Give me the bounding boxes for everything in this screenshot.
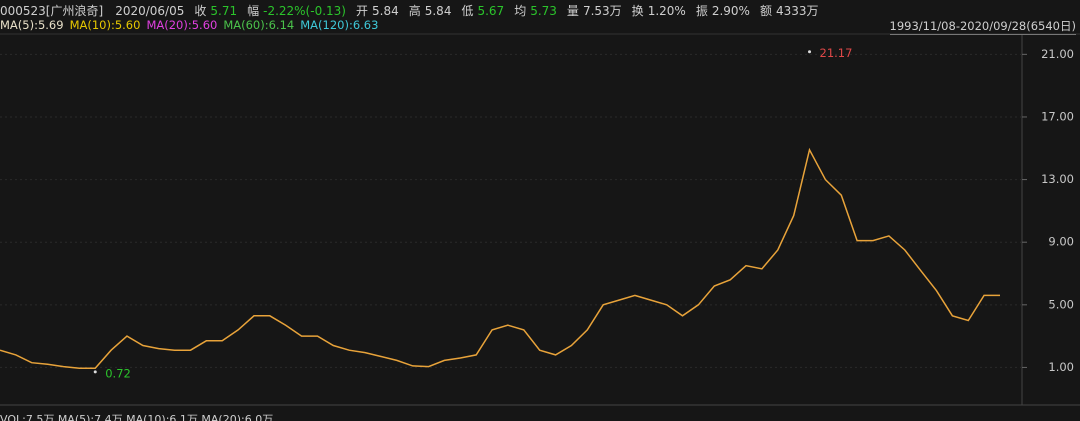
ma-label: MA(20):5.60 [146, 18, 218, 32]
price-line [0, 147, 1000, 369]
quote-value: 5.71 [210, 4, 238, 18]
y-tick-label: 13.00 [1041, 172, 1074, 186]
ma-label: MA(10):5.60 [69, 18, 141, 32]
y-tick-label: 5.00 [1048, 297, 1074, 311]
ma-label: MA(120):6.63 [300, 18, 379, 32]
volume-line: VOL:7.5万 MA(5):7.4万 MA(10):6.1万 MA(20):6… [0, 413, 274, 421]
quote-value: 5.67 [477, 4, 505, 18]
annotation: 21.17 [820, 46, 853, 60]
quote-label: 换 [631, 4, 644, 18]
y-tick-label: 1.00 [1048, 360, 1074, 374]
quote-label: 开 [355, 4, 368, 18]
quote-label: 低 [461, 4, 474, 18]
quote-value: 7.53万 [582, 4, 622, 18]
ma-label: MA(60):6.14 [223, 18, 295, 32]
header: 000523[广州浪奇] 2020/06/05 收 5.71 幅 -2.22%(-0.13… [0, 2, 823, 18]
annotation: 0.72 [105, 366, 131, 380]
quote-value: 5.84 [424, 4, 452, 18]
quote-label: 量 [566, 4, 579, 18]
quote-label: 收 [194, 4, 207, 18]
quote-label: 均 [514, 4, 527, 18]
quote-label: 高 [408, 4, 421, 18]
stock-code: 000523[广州浪奇] [0, 4, 104, 18]
quote-value: 1.20% [647, 4, 686, 18]
quote-label: 振 [695, 4, 708, 18]
y-tick-label: 21.00 [1041, 47, 1074, 61]
quote-label: 幅 [247, 4, 260, 18]
date-range[interactable]: 1993/11/08-2020/09/28(6540日) [889, 19, 1076, 35]
quote-value: -2.22%(-0.13) [263, 4, 346, 18]
quote-label: 额 [759, 4, 772, 18]
y-tick-label: 17.00 [1041, 109, 1074, 123]
quote-value: 5.73 [530, 4, 557, 18]
ma-legend: MA(5):5.69 MA(10):5.60 MA(20):5.60 MA(60):6… [0, 18, 384, 32]
quote-value: 4333万 [775, 4, 819, 18]
quote-value: 2.90% [711, 4, 750, 18]
y-tick-label: 9.00 [1048, 235, 1074, 249]
annotation-point [93, 370, 97, 374]
quote-date: 2020/06/05 [115, 4, 185, 18]
annotation-point [808, 50, 812, 54]
quote-value: 5.84 [372, 4, 399, 18]
ma-label: MA(5):5.69 [0, 18, 64, 32]
